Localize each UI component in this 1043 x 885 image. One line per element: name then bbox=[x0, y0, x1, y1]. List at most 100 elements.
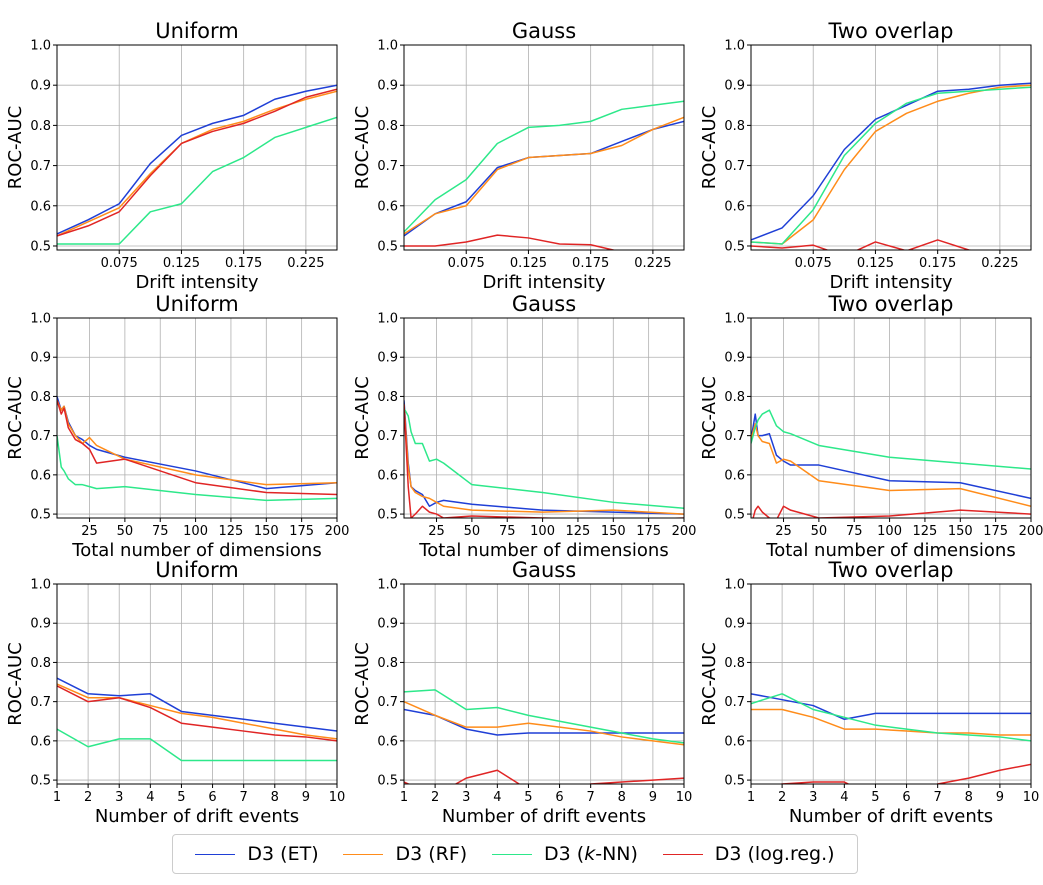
legend-swatch-rf bbox=[343, 853, 384, 855]
y-tick-label: 0.9 bbox=[724, 79, 745, 94]
series-line-logreg bbox=[57, 88, 337, 237]
x-tick-label: 5 bbox=[177, 790, 185, 805]
x-tick-label: 150 bbox=[601, 524, 626, 539]
x-tick-label: 9 bbox=[302, 790, 310, 805]
legend-item-knn: D3 (k-NN) bbox=[492, 843, 638, 865]
x-axis-label: Number of drift events bbox=[789, 806, 993, 827]
y-tick-label: 0.5 bbox=[724, 508, 745, 523]
series-line-knn bbox=[751, 409, 1031, 470]
legend-item-logreg: D3 (log.reg.) bbox=[662, 843, 835, 865]
y-tick-label: 0.7 bbox=[30, 429, 51, 444]
y-axis-label: ROC-AUC bbox=[5, 106, 26, 189]
y-tick-label: 0.9 bbox=[724, 617, 745, 632]
x-axis-label: Drift intensity bbox=[482, 272, 605, 293]
series-line-et bbox=[57, 84, 337, 235]
series-line-logreg bbox=[57, 400, 337, 496]
series-line-rf bbox=[751, 708, 1031, 736]
x-tick-label: 4 bbox=[840, 790, 848, 805]
x-tick-label: 0.125 bbox=[163, 256, 200, 271]
series-line-rf bbox=[751, 423, 1031, 507]
x-tick-label: 75 bbox=[846, 524, 863, 539]
x-tick-label: 7 bbox=[240, 790, 248, 805]
x-tick-label: 2 bbox=[778, 790, 786, 805]
x-tick-label: 50 bbox=[117, 524, 134, 539]
y-tick-label: 0.6 bbox=[724, 734, 745, 749]
series-line-knn bbox=[751, 86, 1031, 245]
y-tick-label: 0.6 bbox=[724, 199, 745, 214]
x-tick-label: 1 bbox=[400, 790, 408, 805]
legend-swatch-knn bbox=[492, 853, 533, 855]
series-line-et bbox=[751, 413, 1031, 500]
series-group bbox=[751, 409, 1031, 518]
x-tick-label: 5 bbox=[524, 790, 532, 805]
y-axis-label: ROC-AUC bbox=[699, 376, 720, 459]
subplot-title: Gauss bbox=[512, 19, 576, 43]
subplot: 0.5 0.6 0.7 0.8 0.9 1.0 1 2 3 4 5 6 7 8 9 10 Gauss Number… bbox=[352, 558, 692, 827]
x-tick-label: 200 bbox=[672, 524, 697, 539]
y-tick-label: 0.5 bbox=[30, 239, 51, 254]
subplot-title: Two overlap bbox=[828, 558, 954, 582]
x-tick-label: 9 bbox=[649, 790, 657, 805]
x-tick-label: 175 bbox=[289, 524, 314, 539]
legend-item-et: D3 (ET) bbox=[195, 843, 319, 865]
y-tick-label: 0.7 bbox=[377, 159, 398, 174]
x-tick-label: 7 bbox=[587, 790, 595, 805]
x-tick-label: 25 bbox=[81, 524, 98, 539]
y-tick-label: 0.9 bbox=[30, 79, 51, 94]
y-tick-label: 0.7 bbox=[724, 429, 745, 444]
x-tick-label: 2 bbox=[84, 790, 92, 805]
y-tick-label: 0.6 bbox=[377, 199, 398, 214]
x-tick-label: 50 bbox=[464, 524, 481, 539]
axes-frame bbox=[750, 44, 1032, 251]
series-line-logreg bbox=[779, 763, 1031, 784]
x-tick-label: 0.175 bbox=[225, 256, 262, 271]
y-tick-label: 0.8 bbox=[724, 656, 745, 671]
x-tick-label: 1 bbox=[747, 790, 755, 805]
y-tick-label: 0.9 bbox=[377, 617, 398, 632]
x-tick-label: 0.075 bbox=[795, 256, 832, 271]
axes-frame bbox=[56, 44, 338, 251]
legend-label-knn: D3 (k-NN) bbox=[544, 843, 638, 865]
x-tick-label: 4 bbox=[493, 790, 501, 805]
y-tick-label: 0.8 bbox=[724, 390, 745, 405]
x-tick-label: 6 bbox=[902, 790, 910, 805]
y-tick-label: 0.9 bbox=[30, 617, 51, 632]
series-line-logreg bbox=[404, 234, 617, 250]
y-tick-label: 1.0 bbox=[30, 312, 51, 327]
x-tick-label: 175 bbox=[636, 524, 661, 539]
y-tick-label: 1.0 bbox=[724, 39, 745, 54]
y-tick-label: 1.0 bbox=[30, 39, 51, 54]
x-tick-label: 2 bbox=[431, 790, 439, 805]
series-line-logreg bbox=[751, 239, 975, 250]
y-axis-label: ROC-AUC bbox=[699, 106, 720, 189]
x-tick-label: 175 bbox=[983, 524, 1008, 539]
x-tick-label: 7 bbox=[934, 790, 942, 805]
x-axis-label: Drift intensity bbox=[829, 272, 952, 293]
subplot-title: Two overlap bbox=[828, 19, 954, 43]
series-line-rf bbox=[404, 700, 684, 746]
y-axis-label: ROC-AUC bbox=[699, 642, 720, 725]
y-tick-label: 0.9 bbox=[724, 351, 745, 366]
y-axis-label: ROC-AUC bbox=[5, 642, 26, 725]
y-axis-label: ROC-AUC bbox=[352, 106, 373, 189]
x-tick-label: 10 bbox=[329, 790, 346, 805]
x-tick-label: 0.225 bbox=[287, 256, 324, 271]
x-axis-label: Number of drift events bbox=[442, 806, 646, 827]
subplot-title: Uniform bbox=[155, 19, 238, 43]
x-tick-label: 75 bbox=[152, 524, 169, 539]
y-tick-label: 0.7 bbox=[377, 429, 398, 444]
y-tick-label: 0.6 bbox=[30, 734, 51, 749]
x-tick-label: 100 bbox=[183, 524, 208, 539]
series-line-logreg bbox=[752, 505, 1031, 518]
y-tick-label: 0.6 bbox=[30, 199, 51, 214]
series-line-et bbox=[751, 82, 1031, 241]
subplot: 0.5 0.6 0.7 0.8 0.9 1.0 0.075 0.125 0.175 0.225 Un… bbox=[5, 19, 338, 293]
series-group bbox=[57, 84, 337, 245]
y-tick-label: 0.7 bbox=[377, 695, 398, 710]
series-line-knn bbox=[57, 728, 337, 762]
subplot-title: Gauss bbox=[512, 292, 576, 316]
x-tick-label: 0.125 bbox=[510, 256, 547, 271]
x-tick-label: 3 bbox=[462, 790, 470, 805]
y-tick-label: 0.8 bbox=[377, 656, 398, 671]
series-line-logreg bbox=[404, 769, 684, 784]
